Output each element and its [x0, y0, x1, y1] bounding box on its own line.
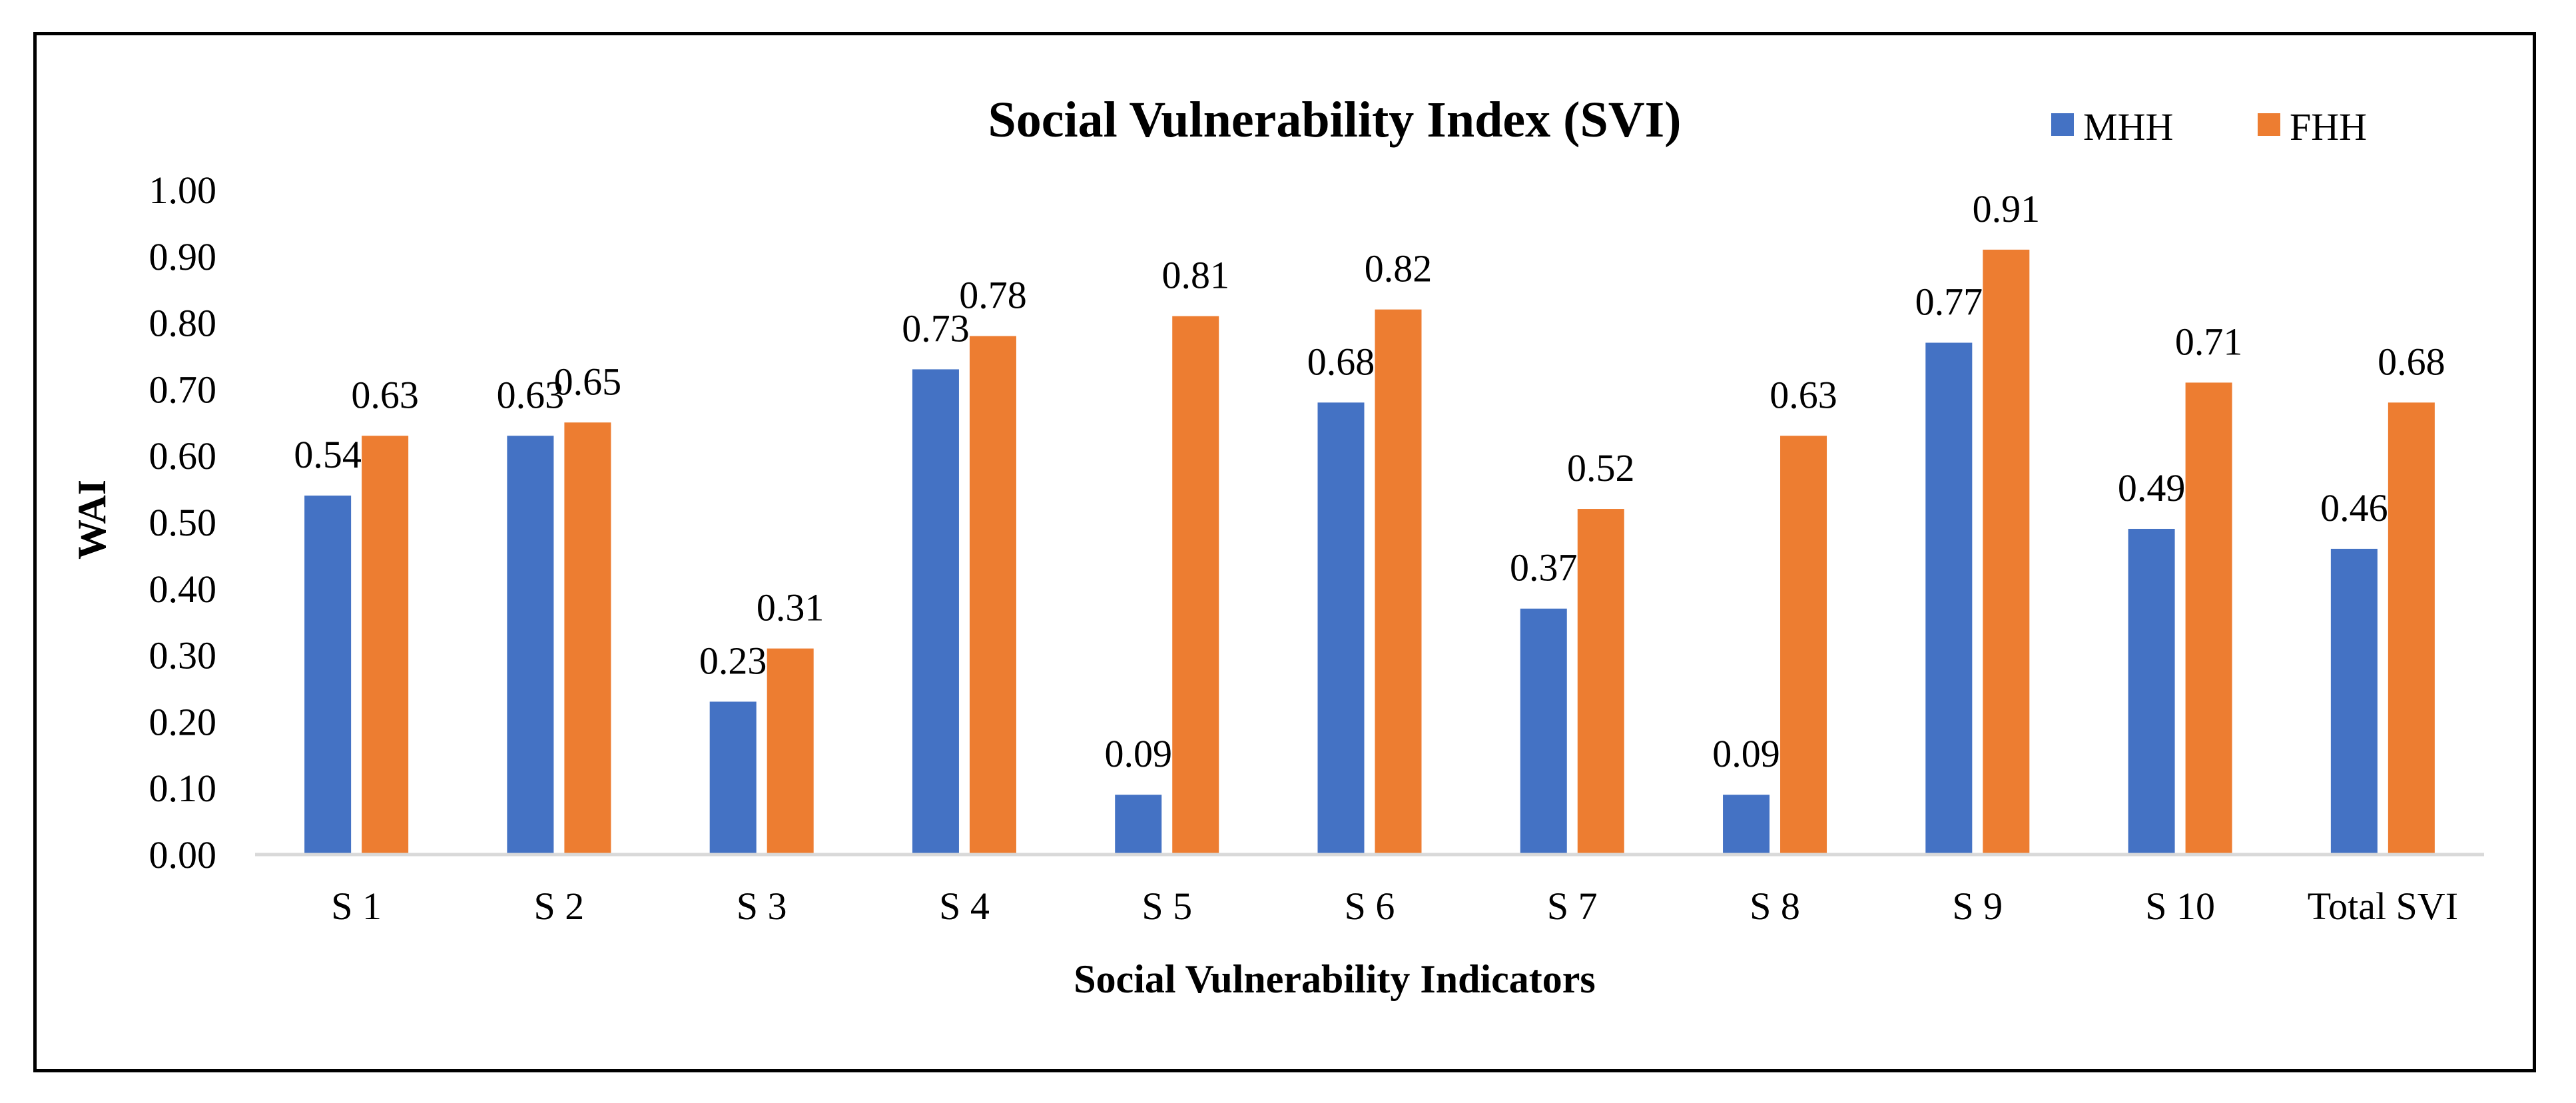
- legend-label-mhh: MHH: [2083, 105, 2173, 149]
- y-tick-label: 0.60: [149, 434, 217, 478]
- data-label-fhh: 0.63: [351, 373, 419, 416]
- bar-fhh: [1780, 436, 1827, 855]
- bar-mhh: [709, 701, 757, 855]
- data-label-mhh: 0.37: [1510, 546, 1578, 589]
- bar-fhh: [2388, 402, 2435, 855]
- x-tick-label: Total SVI: [2308, 885, 2458, 928]
- x-tick-label: S 8: [1750, 885, 1800, 928]
- y-tick-label: 0.80: [149, 302, 217, 345]
- data-label-mhh: 0.09: [1104, 732, 1172, 775]
- data-label-fhh: 0.65: [554, 360, 622, 403]
- data-label-mhh: 0.73: [902, 306, 970, 350]
- bar-mhh: [1520, 608, 1567, 855]
- y-tick-label: 0.40: [149, 567, 217, 611]
- data-label-fhh: 0.82: [1365, 247, 1433, 290]
- data-label-fhh: 0.81: [1161, 254, 1229, 297]
- y-tick-label: 0.30: [149, 634, 217, 677]
- data-label-mhh: 0.63: [497, 373, 565, 416]
- bar-mhh: [1723, 795, 1770, 855]
- legend-label-fhh: FHH: [2290, 105, 2367, 149]
- bar-mhh: [507, 436, 554, 855]
- data-label-mhh: 0.09: [1712, 732, 1780, 775]
- bar-fhh: [1375, 309, 1422, 855]
- x-tick-label: S 4: [939, 885, 990, 928]
- y-tick-label: 0.50: [149, 501, 217, 544]
- x-axis-ticks: S 1 S 2 S 3 S 4 S 5 S 6 S 7 S 8 S 9 S 10 Total SVI: [331, 885, 2458, 928]
- legend-swatch-fhh: [2258, 113, 2280, 136]
- x-tick-label: S 5: [1141, 885, 1192, 928]
- data-label-mhh: 0.46: [2320, 486, 2388, 530]
- chart-frame: [33, 32, 2536, 1072]
- x-tick-label: S 9: [1952, 885, 2003, 928]
- data-label-mhh: 0.77: [1915, 280, 1983, 324]
- data-label-mhh: 0.68: [1307, 340, 1375, 383]
- chart-title: Social Vulnerability Index (SVI): [988, 92, 1682, 148]
- data-label-fhh: 0.31: [757, 586, 824, 629]
- bar-fhh: [362, 436, 409, 855]
- y-tick-label: 1.00: [149, 169, 217, 212]
- bar-mhh: [1317, 402, 1365, 855]
- bar-fhh: [2185, 382, 2232, 855]
- x-axis-title: Social Vulnerability Indicators: [1074, 957, 1595, 1001]
- bar-mhh: [2128, 528, 2175, 855]
- bar-fhh: [1983, 249, 2030, 855]
- legend-swatch-mhh: [2051, 113, 2074, 136]
- data-label-fhh: 0.71: [2175, 320, 2243, 363]
- y-tick-label: 0.70: [149, 368, 217, 411]
- bar-mhh: [2330, 548, 2378, 855]
- bar-fhh: [767, 648, 814, 855]
- bar-fhh: [969, 336, 1016, 855]
- y-tick-label: 0.10: [149, 767, 217, 810]
- bar-mhh: [304, 496, 352, 855]
- data-label-fhh: 0.68: [2378, 340, 2445, 383]
- data-label-mhh: 0.54: [294, 433, 362, 476]
- bar-mhh: [1115, 795, 1162, 855]
- y-axis-ticks: 0.00 0.10 0.20 0.30 0.40 0.50 0.60 0.70 0.80 0.90…: [149, 169, 217, 877]
- y-axis-title: WAI: [70, 480, 114, 559]
- data-labels: 0.540.63 0.630.650.230.310.730.780.090.81…: [294, 187, 2445, 775]
- bar-fhh: [1172, 316, 1219, 855]
- x-tick-label: S 3: [737, 885, 787, 928]
- x-tick-label: S 7: [1547, 885, 1598, 928]
- y-tick-label: 0.20: [149, 700, 217, 743]
- bar-fhh: [1577, 509, 1624, 855]
- bar-fhh: [564, 422, 611, 855]
- data-label-mhh: 0.23: [699, 639, 767, 682]
- x-tick-label: S 10: [2145, 885, 2215, 928]
- data-label-fhh: 0.63: [1770, 373, 1837, 416]
- x-tick-label: S 2: [534, 885, 585, 928]
- legend: MHH FHH: [2051, 105, 2367, 149]
- data-label-fhh: 0.91: [1973, 187, 2041, 230]
- data-label-fhh: 0.78: [959, 274, 1027, 317]
- bars: [304, 249, 2435, 855]
- data-label-mhh: 0.49: [2118, 466, 2186, 510]
- y-tick-label: 0.90: [149, 235, 217, 278]
- y-tick-label: 0.00: [149, 833, 217, 877]
- x-tick-label: S 1: [331, 885, 382, 928]
- x-tick-label: S 6: [1345, 885, 1395, 928]
- data-label-fhh: 0.52: [1567, 446, 1635, 490]
- bar-mhh: [912, 369, 959, 855]
- bar-mhh: [1925, 342, 1973, 855]
